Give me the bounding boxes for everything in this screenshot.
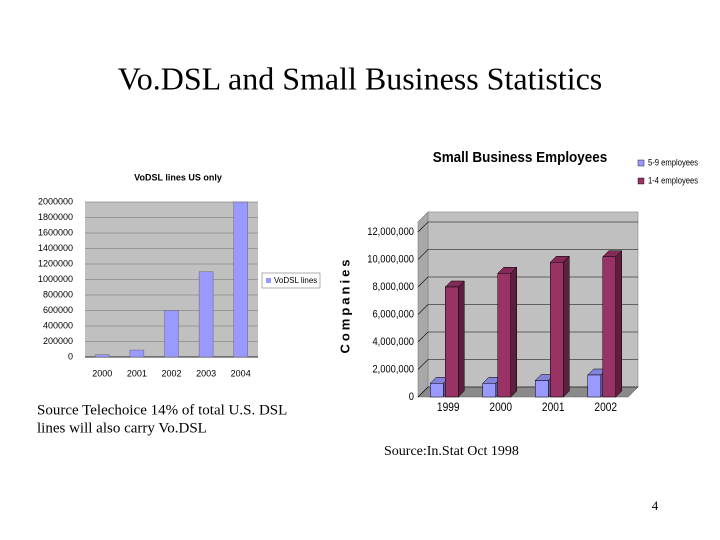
y-tick-label: 0 — [68, 351, 73, 361]
bar — [444, 280, 465, 398]
slide-title: Vo.DSL and Small Business Statistics — [118, 60, 602, 96]
y-tick-label: 400000 — [43, 320, 73, 330]
bar-front — [430, 383, 444, 398]
y-tick-label: 4,000,000 — [372, 336, 414, 348]
y-axis-title: Companies — [337, 256, 352, 353]
y-tick-label: 1000000 — [38, 274, 73, 284]
bar-side — [563, 255, 570, 398]
bar-front — [535, 380, 549, 398]
y-tick-label: 2000000 — [38, 196, 73, 206]
y-tick-label: 800000 — [43, 289, 73, 299]
x-tick-label: 2003 — [196, 368, 216, 378]
bar-front — [445, 286, 459, 398]
x-tick-label: 2001 — [542, 401, 565, 414]
bar — [602, 250, 623, 398]
x-tick-label: 2002 — [594, 401, 617, 414]
y-tick-label: 10,000,000 — [367, 254, 414, 266]
chart-title: Small Business Employees — [433, 149, 608, 166]
source-note: Source:In.Stat Oct 1998 — [384, 444, 519, 459]
y-tick-label: 1600000 — [38, 227, 73, 237]
bar-front — [602, 256, 616, 398]
legend-swatch — [637, 159, 645, 167]
bar-side — [510, 266, 517, 398]
legend-label: VoDSL lines — [274, 276, 317, 285]
x-tick-label: 1999 — [437, 401, 460, 414]
bar — [95, 354, 110, 358]
bar — [549, 255, 570, 398]
grid-line — [417, 249, 638, 260]
bar-front — [550, 262, 564, 398]
y-tick-label: 200000 — [43, 336, 73, 346]
y-tick-label: 8,000,000 — [372, 281, 414, 293]
bar — [164, 310, 179, 358]
bar-front — [497, 273, 511, 398]
grid-line — [417, 221, 638, 233]
y-tick-label: 0 — [409, 391, 414, 403]
y-tick-label: 12,000,000 — [367, 226, 414, 238]
y-tick-label: 1200000 — [38, 258, 73, 268]
y-tick-label: 600000 — [43, 305, 73, 315]
source-note: Source Telechoice 14% of total U.S. DSL — [37, 402, 287, 418]
legend-box — [261, 272, 321, 289]
bar — [198, 271, 214, 358]
y-tick-label: 2,000,000 — [372, 364, 414, 376]
x-tick-label: 2002 — [161, 368, 181, 378]
x-tick-label: 2004 — [231, 368, 251, 378]
x-tick-label: 2000 — [489, 401, 512, 414]
bar — [129, 349, 145, 358]
source-note: lines will also carry Vo.DSL — [37, 420, 207, 436]
bar-side — [458, 280, 465, 398]
side-wall — [417, 211, 429, 398]
y-tick-label: 1800000 — [38, 212, 73, 222]
bar — [497, 266, 518, 398]
chart-title: VoDSL lines US only — [134, 172, 222, 182]
x-tick-label: 2001 — [127, 368, 147, 378]
legend-label: 1-4 employees — [648, 175, 698, 186]
legend-swatch — [637, 177, 645, 185]
bar-front — [482, 383, 496, 398]
page-number: 4 — [652, 498, 659, 513]
x-tick-label: 2000 — [92, 368, 112, 378]
bar-front — [587, 374, 601, 398]
bar-side — [615, 250, 622, 398]
legend-label: 5-9 employees — [648, 157, 698, 168]
bar — [233, 201, 248, 358]
legend-swatch — [266, 278, 271, 283]
y-tick-label: 1400000 — [38, 243, 73, 253]
y-tick-label: 6,000,000 — [372, 309, 414, 321]
